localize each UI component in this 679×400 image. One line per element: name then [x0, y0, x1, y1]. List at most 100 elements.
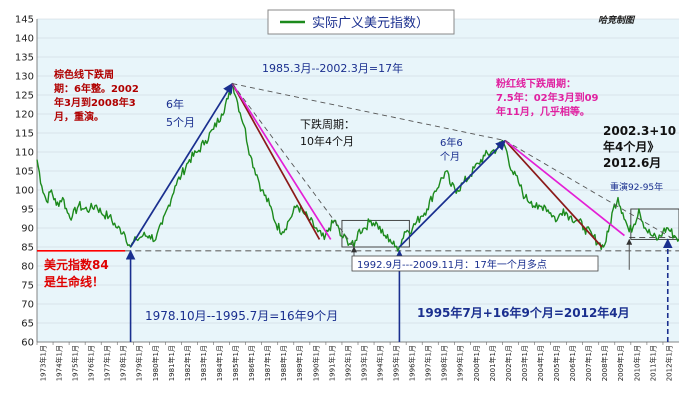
y-tick-label: 65: [21, 319, 34, 330]
x-tick-label: 2006年1月: [568, 345, 577, 381]
span-1992-2009: 1992.9月---2009.11月：17年一个月多点: [357, 258, 547, 271]
plot-area: [37, 19, 679, 342]
trend-line: [231, 83, 321, 240]
chart-title: 实际广义美元指数）: [312, 16, 429, 31]
x-tick-label: 1997年1月: [424, 345, 433, 381]
y-tick-label: 85: [21, 243, 34, 254]
x-tick-label: 1976年1月: [87, 345, 96, 381]
x-tick-label: 1988年1月: [279, 345, 288, 381]
fall-period-line-2: 10年4个月: [300, 134, 354, 148]
x-tick-label: 2007年1月: [584, 345, 593, 381]
y-tick-label: 125: [15, 91, 34, 102]
x-tick-label: 2010年1月: [632, 345, 641, 381]
x-tick-label: 1983年1月: [199, 345, 208, 381]
x-tick-label: 1992年1月: [343, 345, 352, 381]
x-tick-label: 1999年1月: [456, 345, 465, 381]
x-tick-label: 1985年1月: [231, 345, 240, 381]
trend-line: [231, 83, 332, 240]
x-tick-label: 1995年1月: [392, 345, 401, 381]
y-tick-label: 70: [21, 300, 34, 311]
x-tick-label: 1984年1月: [215, 345, 224, 381]
red-note-line-1: 棕色线下跌周: [53, 68, 114, 81]
x-tick-label: 1993年1月: [359, 345, 368, 381]
x-tick-label: 2005年1月: [552, 345, 561, 381]
watermark: 哈竞制图: [598, 15, 636, 26]
lifeline-label-line-1: 美元指数84: [44, 257, 109, 272]
black-note-line-3: 2012.6月: [603, 156, 661, 170]
x-axis: 1973年1月 1974年1月 1975年1月 1976年1月 1977年1月 1978年…: [36, 341, 679, 381]
rise-6y6m-line-2: 个月: [440, 151, 460, 163]
x-tick-label: 1986年1月: [247, 345, 256, 381]
x-tick-label: 1980年1月: [151, 345, 160, 381]
x-tick-label: 1989年1月: [295, 345, 304, 381]
y-tick-label: 110: [15, 148, 34, 159]
x-tick-label: 2000年1月: [472, 345, 481, 381]
x-tick-label: 1991年1月: [327, 345, 336, 381]
black-note-line-2: 年4个月》: [603, 139, 659, 154]
span-1992-2009-box: [351, 255, 599, 272]
span-1985-2002: 1985.3月--2002.3月=17年: [262, 61, 403, 75]
red-note-line-4: 月，重演。: [53, 110, 104, 123]
x-tick-label: 1994年1月: [376, 345, 385, 381]
y-tick-label: 100: [15, 186, 34, 197]
trend-line: [504, 140, 603, 248]
series-line: [36, 82, 679, 252]
trend-line: [231, 83, 355, 248]
trend-line: [232, 83, 506, 142]
x-tick-label: 1977年1月: [103, 345, 112, 381]
repeat-label: 重演92-95年: [610, 181, 663, 193]
x-tick-label: 2012年1月: [664, 345, 673, 381]
trend-line: [504, 139, 625, 237]
red-note-line-3: 年3月到2008年3: [54, 96, 136, 109]
x-tick-label: 2008年1月: [600, 345, 609, 381]
x-tick-label: 2009年1月: [616, 345, 625, 381]
x-tick-label: 2011年1月: [648, 345, 657, 381]
x-tick-label: 1990年1月: [311, 345, 320, 381]
x-tick-label: 1978年1月: [119, 345, 128, 381]
y-tick-label: 140: [15, 34, 34, 45]
rise-label-line-1: 6年: [166, 97, 184, 111]
rise-6y6m-line-1: 6年6: [440, 136, 463, 149]
span-1978-1995: 1978.10月--1995.7月=16年9个月: [145, 309, 338, 323]
annotations: 棕色线下跌周 期：6年整。2002 年3月到2008年3 月，重演。 6年 5个…: [43, 61, 676, 323]
series-layer: [36, 82, 679, 252]
lifeline-label-line-2: 是生命线！: [43, 274, 104, 289]
y-tick-label: 105: [15, 167, 34, 178]
black-note-line-1: 2002.3+10: [603, 124, 676, 138]
pink-note-line-1: 粉红线下跌周期：: [496, 77, 576, 90]
x-tick-label: 1996年1月: [408, 345, 417, 381]
pink-note-line-2: 7.5年：02年3月到09: [496, 91, 599, 104]
x-tick-label: 2003年1月: [520, 345, 529, 381]
x-tick-label: 2004年1月: [536, 345, 545, 381]
trend-lines: [129, 82, 672, 248]
legend: 实际广义美元指数）: [267, 9, 455, 35]
sum-1995-2012: 1995年7月+16年9个月=2012年4月: [417, 305, 630, 320]
y-axis: 60 65 70 75 80 85 90 95 100 105 110 115 120 125 130 135…: [15, 15, 38, 349]
trend-line: [129, 82, 234, 248]
y-tick-label: 145: [15, 15, 34, 26]
y-tick-label: 120: [15, 110, 34, 121]
y-tick-label: 80: [21, 262, 34, 273]
x-tick-label: 1982年1月: [183, 345, 192, 381]
x-tick-label: 1979年1月: [135, 345, 144, 381]
x-tick-label: 2001年1月: [488, 345, 497, 381]
pink-note-line-3: 年11月，几乎相等。: [496, 105, 590, 118]
y-tick-label: 90: [21, 224, 34, 235]
x-tick-label: 1973年1月: [38, 345, 47, 381]
y-tick-label: 95: [21, 205, 34, 216]
y-tick-label: 75: [21, 281, 34, 292]
x-tick-label: 1981年1月: [167, 345, 176, 381]
x-tick-label: 1998年1月: [440, 345, 449, 381]
x-tick-label: 1974年1月: [55, 345, 64, 381]
x-tick-label: 1975年1月: [71, 345, 80, 381]
red-note-line-2: 期：6年整。2002: [54, 82, 139, 95]
x-tick-label: 1987年1月: [263, 345, 272, 381]
fall-period-line-1: 下跌周期：: [300, 117, 355, 131]
trend-line: [398, 139, 506, 248]
grid-lines: [37, 18, 679, 343]
y-tick-label: 60: [21, 338, 34, 349]
y-tick-label: 115: [15, 129, 34, 140]
x-tick-label: 2002年1月: [504, 345, 513, 381]
rise-label-line-2: 5个月: [166, 116, 195, 129]
